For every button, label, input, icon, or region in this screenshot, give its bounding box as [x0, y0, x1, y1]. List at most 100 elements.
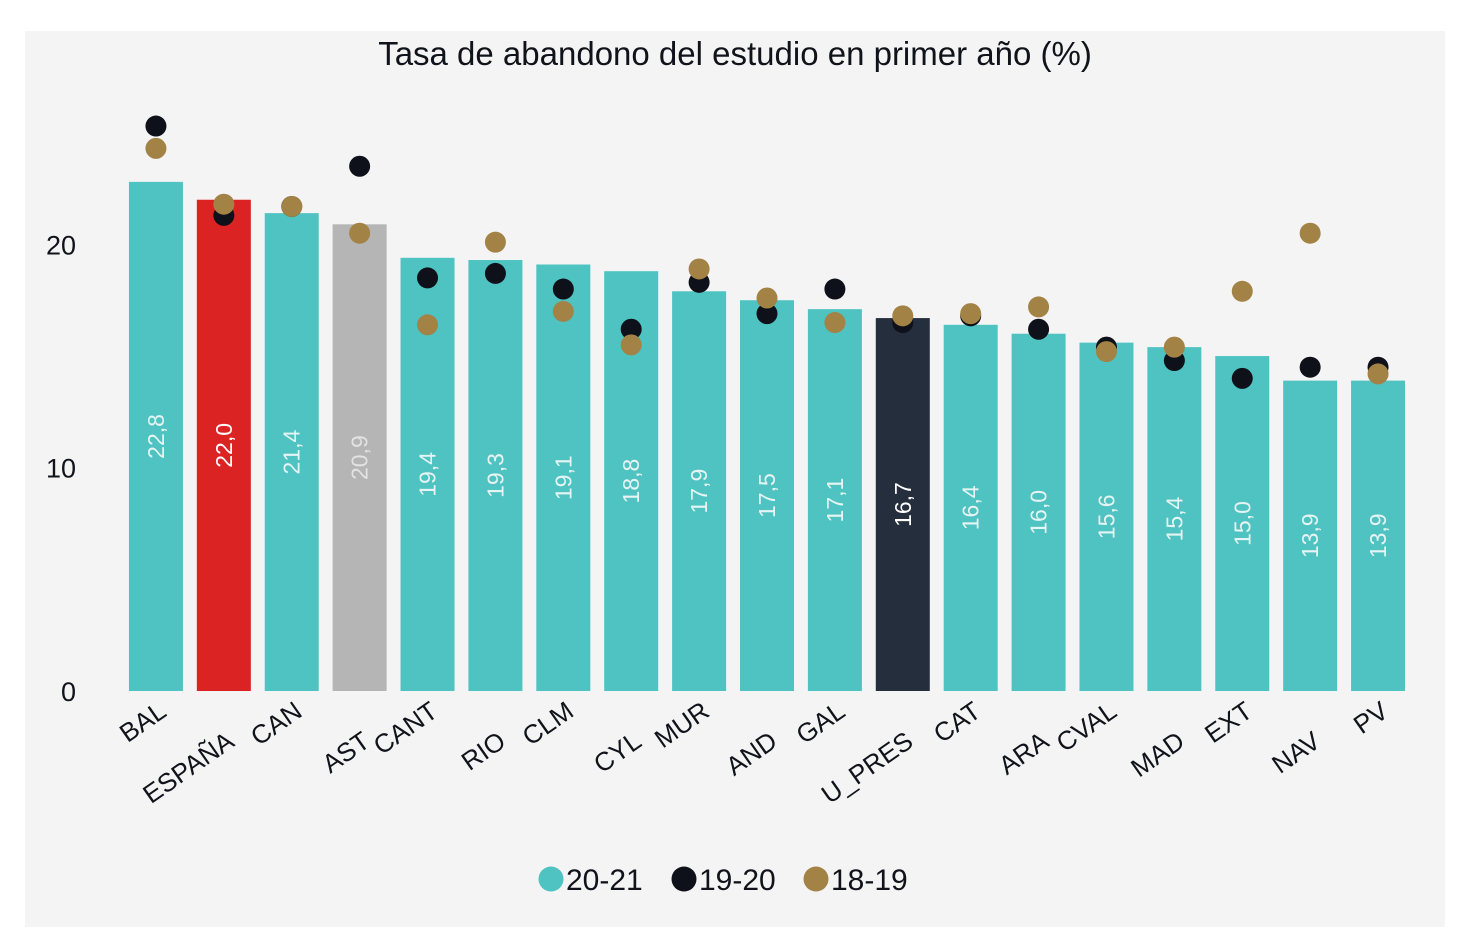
bar-value-label: 22,8	[143, 414, 169, 459]
x-tick-label: CAT	[928, 695, 986, 748]
bar-and	[740, 300, 794, 691]
x-tick-label: CVAL	[1051, 695, 1122, 757]
dot-19-20-rio	[484, 262, 506, 284]
dot-18-19-cval	[1095, 341, 1117, 363]
bar-value-label: 19,3	[482, 453, 508, 498]
legend-label: 19-20	[699, 864, 776, 897]
x-tick-label: NAV	[1266, 725, 1326, 780]
bar-value-label: 18,8	[618, 459, 644, 504]
bar-nav	[1283, 380, 1338, 691]
bar-value-label: 19,1	[550, 455, 576, 500]
bar-rio	[468, 260, 523, 691]
dot-18-19-gal	[824, 312, 846, 334]
y-tick-label: 20	[46, 230, 76, 260]
x-tick-label: AST	[316, 725, 375, 779]
bar-cval	[1079, 342, 1134, 691]
dot-19-20-bal	[145, 115, 167, 137]
x-tick-label: CYL	[588, 725, 647, 779]
bar-gal	[807, 309, 862, 691]
bar-value-label: 15,0	[1229, 501, 1255, 546]
bar-value-label: 16,0	[1026, 490, 1052, 535]
dot-19-20-cyl	[620, 318, 642, 340]
x-tick-label: RIO	[456, 725, 511, 776]
dot-18-19-ext	[1231, 280, 1253, 302]
dot-18-19-and	[756, 287, 778, 309]
dot-19-20-cant	[417, 267, 439, 289]
x-tick-label: EXT	[1199, 695, 1258, 749]
bar-value-label: 17,5	[754, 473, 780, 518]
bar-value-label: 17,9	[686, 469, 712, 514]
legend-item: 18-19	[803, 864, 908, 897]
dot-19-20-and	[756, 303, 778, 325]
x-tick-label: PV	[1348, 695, 1394, 740]
dot-18-19-u_pres	[892, 305, 914, 327]
y-tick-label: 10	[46, 454, 76, 484]
chart-title: Tasa de abandono del estudio en primer a…	[378, 35, 1092, 72]
dot-18-19-cyl	[620, 334, 642, 356]
dot-18-19-cat	[960, 303, 982, 325]
x-tick-label: CAN	[245, 695, 307, 751]
bar-ara	[1011, 333, 1066, 691]
bar-pv	[1351, 380, 1406, 691]
bar-mad	[1147, 347, 1202, 691]
bar-value-label: 15,4	[1161, 496, 1187, 541]
legend-item: 19-20	[671, 864, 776, 897]
bar-u_pres	[875, 318, 930, 691]
legend-marker	[671, 866, 697, 892]
x-tick-label: GAL	[791, 695, 851, 749]
x-tick-label: U_PRES	[816, 725, 918, 809]
dot-18-19-ast	[349, 222, 371, 244]
x-tick-label: AND	[720, 725, 782, 781]
bar-clm	[536, 264, 591, 691]
dot-18-19-clm	[552, 300, 574, 322]
y-tick-label: 0	[61, 677, 76, 707]
dot-19-20-clm	[552, 278, 574, 300]
dot-18-19-cant	[417, 314, 439, 336]
bar-value-label: 13,9	[1365, 513, 1391, 558]
bar-ext	[1215, 356, 1270, 691]
x-tick-label: MAD	[1125, 725, 1190, 783]
dots	[145, 115, 1389, 389]
legend-item: 20-21	[538, 864, 643, 897]
bar-value-label: 19,4	[415, 452, 441, 497]
x-tick-label: CANT	[368, 695, 443, 760]
dot-18-19-rio	[484, 231, 506, 253]
bar-mur	[672, 291, 727, 691]
bar-value-label: 17,1	[822, 478, 848, 523]
bar-cat	[943, 324, 998, 691]
bar-value-label: 20,9	[347, 435, 373, 480]
dot-19-20-ast	[349, 155, 371, 177]
dot-18-19-españa	[213, 193, 235, 215]
bar-bal	[128, 181, 183, 691]
bar-value-label: 16,4	[958, 485, 984, 530]
dot-19-20-gal	[824, 278, 846, 300]
dot-18-19-mur	[688, 258, 710, 280]
dot-18-19-bal	[145, 137, 167, 159]
dot-18-19-ara	[1028, 296, 1050, 318]
dot-18-19-can	[281, 195, 303, 217]
legend-marker	[803, 866, 829, 892]
bar-ast	[332, 224, 387, 692]
x-tick-label: ARA	[993, 725, 1055, 781]
dot-18-19-nav	[1299, 222, 1321, 244]
x-tick-label: BAL	[114, 695, 171, 748]
dot-19-20-ext	[1231, 367, 1253, 389]
legend-label: 18-19	[831, 864, 908, 897]
bars	[128, 181, 1406, 692]
bar-españa	[196, 199, 251, 692]
dot-19-20-ara	[1028, 318, 1050, 340]
bar-value-label: 13,9	[1297, 513, 1323, 558]
bar-value-label: 16,7	[890, 482, 916, 527]
x-tick-label: CLM	[517, 695, 579, 751]
dot-18-19-mad	[1163, 336, 1185, 358]
x-tick-label: ESPAÑA	[137, 725, 240, 809]
chart-panel	[25, 31, 1445, 927]
bar-can	[264, 213, 319, 691]
legend: 20-21 19-20 18-19	[538, 864, 908, 897]
bar-value-label: 22,0	[211, 423, 237, 468]
bar-labels: 22,8 22,0 21,4 20,9 19,4 19,3 19,1 18,8 17,9 17,5…	[143, 414, 1391, 558]
legend-marker	[538, 866, 564, 892]
bar-value-label: 15,6	[1093, 494, 1119, 539]
